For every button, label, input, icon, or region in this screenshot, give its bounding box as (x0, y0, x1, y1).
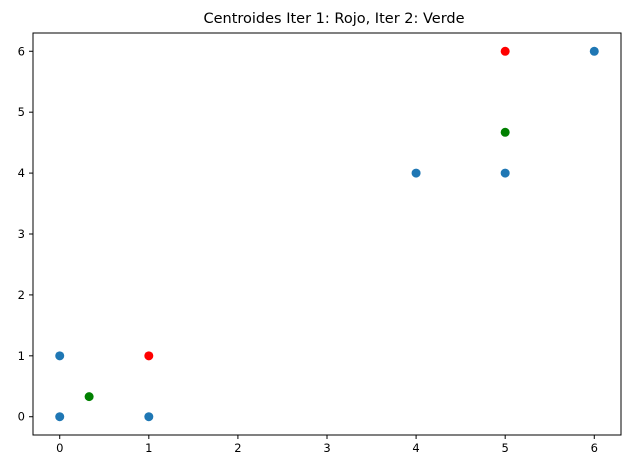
data-point-series-2 (84, 392, 94, 402)
chart-title: Centroides Iter 1: Rojo, Iter 2: Verde (203, 11, 464, 27)
axis-ticks: 0 1 2 3 4 5 6 0 1 2 3 4 5 6 (18, 44, 598, 455)
data-points (55, 46, 599, 422)
y-tick-label: 2 (18, 288, 25, 302)
x-tick-label: 3 (323, 441, 330, 455)
y-tick-label: 3 (18, 227, 25, 241)
x-tick-label: 1 (145, 441, 152, 455)
plot-frame (32, 32, 622, 436)
y-tick-label: 5 (18, 105, 25, 119)
data-point-series-0 (500, 168, 510, 178)
data-point-series-0 (411, 168, 421, 178)
x-tick-label: 4 (412, 441, 419, 455)
x-tick-label: 6 (591, 441, 598, 455)
data-point-series-0 (589, 46, 599, 56)
data-point-series-1 (144, 351, 154, 361)
y-tick-label: 1 (18, 349, 25, 363)
data-point-series-1 (500, 46, 510, 56)
data-point-series-2 (500, 127, 510, 137)
x-tick-label: 0 (56, 441, 63, 455)
y-tick-label: 4 (18, 166, 25, 180)
data-point-series-0 (144, 412, 154, 422)
data-point-series-0 (55, 351, 65, 361)
y-tick-label: 6 (18, 44, 25, 58)
x-tick-label: 5 (502, 441, 509, 455)
y-tick-label: 0 (18, 410, 25, 424)
data-point-series-0 (55, 412, 65, 422)
x-tick-label: 2 (234, 441, 241, 455)
